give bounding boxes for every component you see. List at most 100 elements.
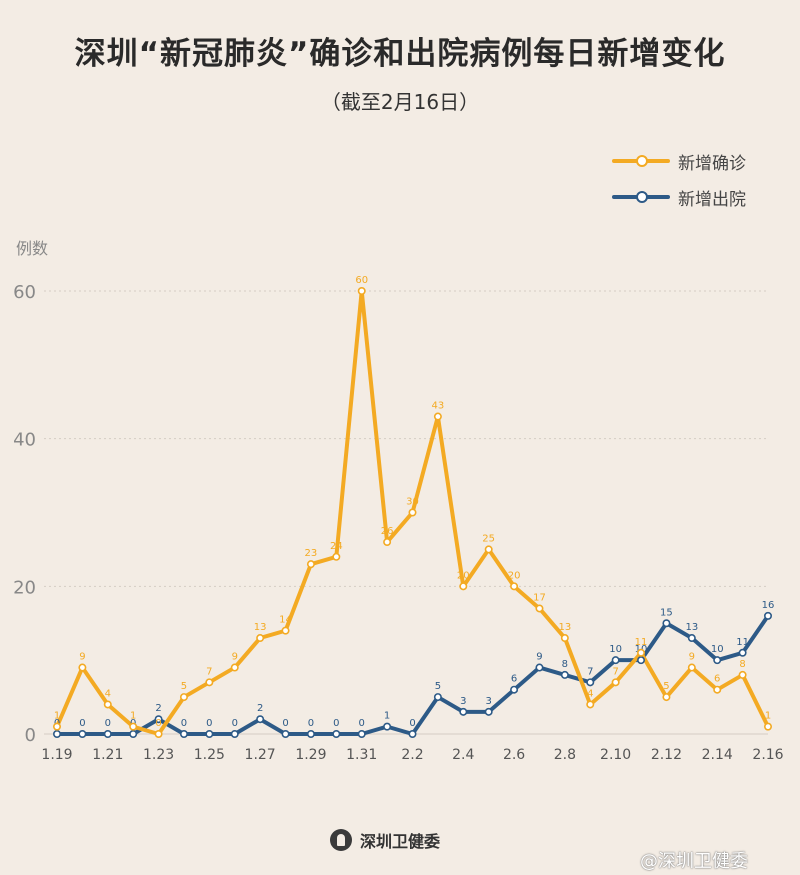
data-label-discharged: 0	[105, 718, 111, 729]
data-label-discharged: 0	[232, 718, 238, 729]
data-point-confirmed	[179, 693, 188, 702]
data-label-confirmed: 5	[663, 681, 669, 692]
data-point-confirmed	[586, 700, 595, 709]
data-point-discharged	[586, 678, 595, 687]
data-point-confirmed	[433, 412, 442, 421]
x-tick-label: 2.8	[554, 747, 576, 763]
data-point-discharged	[306, 729, 315, 738]
y-axis-label: 例数	[16, 239, 49, 258]
data-label-discharged: 8	[562, 659, 568, 670]
data-label-discharged: 3	[460, 696, 466, 707]
y-tick-label: 60	[13, 282, 36, 303]
data-point-discharged	[179, 729, 188, 738]
data-label-discharged: 0	[206, 718, 212, 729]
data-point-confirmed	[611, 678, 620, 687]
data-label-confirmed: 26	[381, 526, 394, 537]
data-label-confirmed: 30	[406, 497, 419, 508]
health-commission-logo-icon	[330, 829, 352, 851]
data-point-discharged	[281, 729, 290, 738]
data-point-confirmed	[383, 538, 392, 547]
data-label-discharged: 3	[485, 696, 491, 707]
weibo-watermark: @深圳卫健委	[640, 851, 748, 872]
data-label-confirmed: 11	[635, 637, 648, 648]
data-point-confirmed	[408, 508, 417, 517]
x-tick-label: 2.2	[401, 747, 423, 763]
data-label-confirmed: 1	[54, 711, 60, 722]
legend-marker-confirmed	[636, 155, 648, 167]
data-point-discharged	[713, 656, 722, 665]
x-tick-label: 2.16	[752, 747, 783, 763]
x-tick-label: 1.29	[295, 747, 326, 763]
data-point-discharged	[763, 611, 772, 620]
legend-swatch-confirmed	[612, 155, 670, 167]
y-tick-label: 40	[13, 430, 36, 451]
data-label-discharged: 0	[409, 718, 415, 729]
y-tick-label: 20	[13, 577, 36, 598]
data-label-discharged: 0	[308, 718, 314, 729]
data-point-confirmed	[687, 663, 696, 672]
legend-item-confirmed: 新增确诊	[612, 143, 746, 179]
x-tick-label: 2.10	[600, 747, 631, 763]
data-label-confirmed: 60	[355, 275, 368, 286]
legend-marker-discharged	[636, 191, 648, 203]
data-label-discharged: 11	[736, 637, 749, 648]
data-point-discharged	[738, 648, 747, 657]
data-point-discharged	[332, 729, 341, 738]
data-label-discharged: 10	[711, 644, 724, 655]
data-point-confirmed	[637, 648, 646, 657]
data-label-confirmed: 17	[533, 592, 546, 603]
data-label-confirmed: 7	[612, 666, 618, 677]
data-label-confirmed: 20	[508, 570, 521, 581]
data-point-confirmed	[484, 545, 493, 554]
data-point-confirmed	[560, 634, 569, 643]
data-label-discharged: 2	[155, 703, 161, 714]
data-label-confirmed: 1	[130, 711, 136, 722]
data-point-confirmed	[459, 582, 468, 591]
x-tick-label: 1.21	[92, 747, 123, 763]
data-label-confirmed: 8	[739, 659, 745, 670]
data-point-discharged	[357, 729, 366, 738]
data-label-confirmed: 13	[558, 622, 571, 633]
data-point-confirmed	[154, 729, 163, 738]
data-point-discharged	[484, 707, 493, 716]
data-label-confirmed: 7	[206, 666, 212, 677]
data-point-confirmed	[256, 634, 265, 643]
x-tick-label: 2.6	[503, 747, 525, 763]
data-label-discharged: 0	[79, 718, 85, 729]
data-label-confirmed: 9	[689, 652, 695, 663]
data-point-discharged	[637, 656, 646, 665]
data-point-confirmed	[763, 722, 772, 731]
data-label-discharged: 1	[384, 711, 390, 722]
data-label-discharged: 9	[536, 652, 542, 663]
data-point-discharged	[433, 693, 442, 702]
data-label-confirmed: 24	[330, 541, 343, 552]
legend-label-confirmed: 新增确诊	[678, 153, 746, 174]
data-label-confirmed: 9	[232, 652, 238, 663]
data-point-confirmed	[306, 560, 315, 569]
data-label-confirmed: 43	[432, 401, 445, 412]
x-tick-label: 2.14	[702, 747, 733, 763]
data-point-discharged	[129, 729, 138, 738]
data-point-confirmed	[332, 552, 341, 561]
x-tick-label: 2.4	[452, 747, 474, 763]
data-label-confirmed: 4	[105, 688, 111, 699]
data-point-confirmed	[78, 663, 87, 672]
data-label-discharged: 6	[511, 674, 517, 685]
data-point-discharged	[154, 715, 163, 724]
data-point-confirmed	[535, 604, 544, 613]
chart-subtitle: （截至2月16日）	[320, 90, 480, 114]
data-point-discharged	[560, 670, 569, 679]
data-point-discharged	[611, 656, 620, 665]
data-label-discharged: 0	[359, 718, 365, 729]
footer-org-name: 深圳卫健委	[360, 832, 441, 851]
y-tick-label: 0	[25, 725, 36, 746]
x-tick-label: 1.31	[346, 747, 377, 763]
data-label-confirmed: 6	[714, 674, 720, 685]
series-line-discharged	[55, 613, 770, 736]
data-label-confirmed: 25	[482, 533, 495, 544]
data-label-confirmed: 9	[79, 652, 85, 663]
data-point-discharged	[256, 715, 265, 724]
data-point-discharged	[510, 685, 519, 694]
data-label-confirmed: 1	[765, 711, 771, 722]
